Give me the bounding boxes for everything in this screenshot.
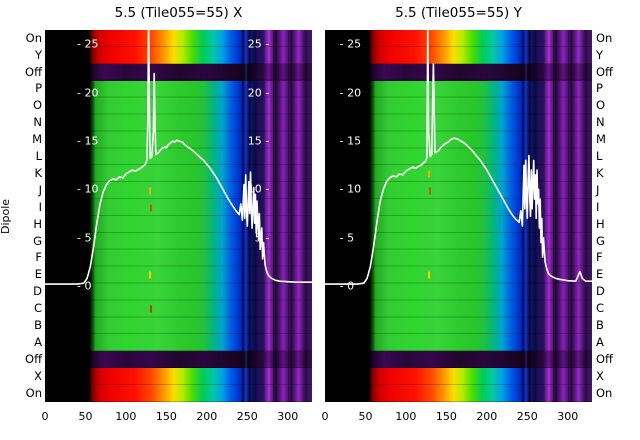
x-tick-150: 150 [155,410,177,423]
db-tick-left-20: - 20 [77,86,99,100]
dipole-labels-left: On Y Off P O N M L K J I H G F E D C B A Off X On [12,30,42,402]
panel-x-title: 5.5 (Tile055=55) X [114,5,243,21]
db-tick-right-5: 5 - [254,231,270,245]
dipole-labels-right: On Y Off P O N M L K J I H G F E D C B A Off X On [596,30,630,402]
dipole-label-right-6-m: M [596,132,606,147]
db-tick-right-20: 20 - [247,86,270,100]
dipole-label-left-7-l: L [35,149,42,164]
dipole-label-left-21-on: On [25,385,42,400]
dipole-label-right-13-f: F [596,250,603,265]
db-tick-left-15: - 15 [77,134,99,148]
rfi-marker [149,305,152,313]
dipole-label-left-1-y: Y [34,47,42,62]
db-tick-left-5: - 5 [339,231,355,245]
x-axis-ticks-panel-y: 0 50 100 150 200 250 300 [321,408,592,426]
x-tick-300: 300 [277,410,299,423]
rfi-marker [428,170,431,178]
db-tick-left-10: - 10 [77,182,99,196]
x-axis-ticks-panel-x: 0 50 100 150 200 250 300 [41,408,312,426]
dipole-label-right-15-d: D [596,284,605,299]
dipole-label-right-4-o: O [596,98,606,113]
power-spectrum-line [325,30,592,285]
dipole-label-left-18-a: A [34,335,42,350]
db-tick-right-25: 25 - [247,37,270,51]
y-axis-label: Dipole [0,198,12,234]
dipole-label-right-10-i: I [596,199,600,214]
dipole-label-left-10-i: I [38,199,42,214]
dipole-label-left-13-f: F [35,250,42,265]
dipole-label-left-20-x: X [34,368,42,383]
x-tick-250: 250 [236,410,258,423]
dipole-label-right-17-b: B [596,318,604,333]
dipole-label-left-3-p: P [35,81,42,96]
x-tick-100: 100 [395,410,417,423]
dipole-label-right-2-off: Off [596,64,613,79]
dipole-label-left-9-j: J [38,182,42,197]
dipole-label-right-1-y: Y [596,47,604,62]
x-tick-50: 50 [358,410,373,423]
dipole-label-left-14-e: E [34,267,42,282]
dipole-label-right-0-on: On [596,30,613,45]
dipole-label-right-11-h: H [596,216,605,231]
db-tick-left-25: - 25 [77,37,99,51]
dipole-label-right-8-k: K [596,165,604,180]
dipole-label-left-16-c: C [33,301,42,316]
dipole-label-right-14-e: E [596,267,604,282]
dipole-label-left-19-off: Off [25,351,42,366]
dipole-label-left-0-on: On [25,30,42,45]
rfi-marker [149,187,152,195]
x-tick-50: 50 [78,410,93,423]
x-tick-300: 300 [557,410,579,423]
db-tick-right-15: 15 - [247,134,270,148]
dipole-label-right-21-on: On [596,385,613,400]
db-tick-left-10: - 10 [339,182,362,196]
dipole-label-right-3-p: P [596,81,603,96]
dipole-label-left-11-h: H [33,216,42,231]
dipole-label-right-5-n: N [596,115,605,130]
db-tick-left-20: - 20 [339,86,362,100]
x-tick-250: 250 [516,410,538,423]
dipole-label-right-16-c: C [596,301,605,316]
dipole-label-left-8-k: K [34,165,42,180]
rfi-marker [149,204,152,212]
x-tick-0: 0 [321,410,329,423]
dipole-label-right-7-l: L [596,149,603,164]
rfi-marker [149,271,152,279]
x-tick-100: 100 [115,410,137,423]
dipole-label-right-9-j: J [596,182,600,197]
dipole-label-left-2-off: Off [25,64,42,79]
db-tick-right-10: 10 - [247,182,270,196]
dipole-label-left-6-m: M [32,132,42,147]
heatmap-panel-x: - 25 - 20 - 15 - 10 - 5 - 0 25 - 20 - 15 - 10 - 5 … [45,30,312,402]
power-spectrum-line [45,30,312,285]
dipole-label-left-17-b: B [34,318,42,333]
dipole-label-right-20-x: X [596,368,604,383]
db-tick-left-25: - 25 [339,37,362,51]
dipole-label-left-5-n: N [33,115,42,130]
db-tick-left-15: - 15 [339,134,362,148]
dipole-label-right-12-g: G [596,233,605,248]
dipole-label-left-4-o: O [32,98,42,113]
db-tick-left-5: - 5 [77,231,92,245]
db-tick-left-0: - 0 [77,279,92,293]
x-tick-150: 150 [435,410,457,423]
dipole-label-right-19-off: Off [596,351,613,366]
dipole-label-right-18-a: A [596,335,604,350]
panel-y-title: 5.5 (Tile055=55) Y [395,5,522,21]
dipole-label-left-12-g: G [33,233,42,248]
x-tick-0: 0 [41,410,49,423]
heatmap-panel-y: - 25 - 20 - 15 - 10 - 5 - 0 [325,30,592,402]
dipole-label-left-15-d: D [33,284,42,299]
rfi-marker [428,271,431,279]
x-tick-200: 200 [476,410,498,423]
x-tick-200: 200 [196,410,218,423]
rfi-marker [429,187,432,195]
db-tick-left-0: - 0 [339,279,355,293]
